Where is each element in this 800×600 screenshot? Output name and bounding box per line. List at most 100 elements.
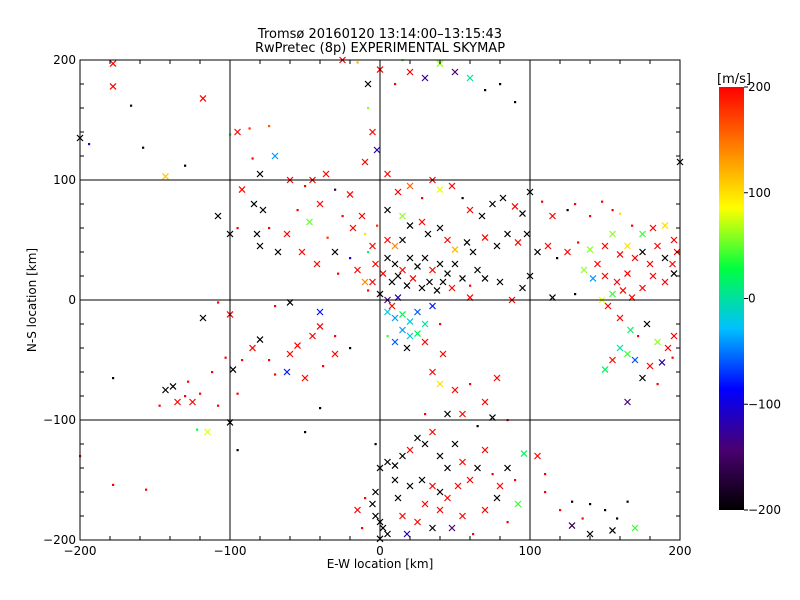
data-point-cross <box>444 236 451 244</box>
data-point-cross <box>256 170 264 178</box>
x-axis-label: E-W location [km] <box>327 557 434 571</box>
data-point-dot <box>491 473 494 476</box>
data-point-dot <box>199 392 202 395</box>
data-point-cross <box>613 278 621 286</box>
data-point-cross <box>444 464 451 472</box>
data-point-cross <box>639 284 646 292</box>
data-point-dot <box>469 284 472 287</box>
data-point-cross <box>204 428 211 436</box>
data-point-cross <box>421 500 429 508</box>
data-point-cross <box>256 336 264 344</box>
data-point-cross <box>619 286 627 294</box>
colorbar-tick-label: 200 <box>748 80 771 94</box>
data-point-cross <box>369 242 376 250</box>
data-point-cross <box>639 230 646 238</box>
data-point-cross <box>399 326 406 334</box>
x-tick-label: −200 <box>64 544 97 558</box>
data-point-cross <box>391 260 399 268</box>
data-point-cross <box>639 374 646 382</box>
data-point-cross <box>406 254 414 262</box>
data-point-cross <box>661 278 669 286</box>
data-point-cross <box>421 440 429 448</box>
data-point-cross <box>429 524 436 532</box>
data-point-cross <box>406 182 414 190</box>
data-point-cross <box>444 270 451 278</box>
data-point-cross <box>609 230 616 238</box>
data-point-cross <box>399 266 406 274</box>
data-point-cross <box>331 248 339 256</box>
data-point-dot <box>577 241 580 244</box>
data-point-cross <box>394 494 402 502</box>
y-tick-label: −100 <box>43 413 76 427</box>
data-point-dot <box>236 449 239 452</box>
chart-title: Tromsø 20160120 13:14:00–13:15:43 <box>257 27 502 42</box>
data-point-cross <box>481 446 489 454</box>
data-point-cross <box>609 526 616 534</box>
data-point-cross <box>520 450 528 458</box>
data-point-dot <box>158 404 161 407</box>
data-point-cross <box>384 458 391 466</box>
data-point-cross <box>286 350 294 358</box>
data-point-cross <box>358 212 366 220</box>
data-point-cross <box>604 302 612 310</box>
data-point-dot <box>268 359 271 362</box>
data-point-cross <box>459 512 466 520</box>
y-tick-label: 0 <box>68 293 76 307</box>
data-point-cross <box>369 128 376 136</box>
data-point-cross <box>253 230 261 238</box>
data-point-dot <box>589 215 592 218</box>
data-point-cross <box>250 200 258 208</box>
data-point-cross <box>489 200 496 208</box>
data-point-cross <box>379 270 387 278</box>
data-point-dot <box>268 227 271 230</box>
data-point-cross <box>271 152 279 160</box>
data-point-cross <box>399 212 406 220</box>
data-point-cross <box>624 398 631 406</box>
data-point-dot <box>626 500 629 503</box>
data-point-cross <box>298 248 306 256</box>
data-point-dot <box>476 425 479 428</box>
data-point-cross <box>354 266 361 274</box>
data-point-cross <box>631 524 639 532</box>
data-point-cross <box>616 344 624 352</box>
data-point-cross <box>609 290 616 298</box>
data-point-cross <box>414 518 421 526</box>
data-point-dot <box>559 509 562 512</box>
data-point-dot <box>341 215 344 218</box>
data-point-cross <box>459 274 466 282</box>
data-point-cross <box>670 236 678 244</box>
data-point-cross <box>589 274 597 282</box>
data-point-dot <box>130 104 133 107</box>
data-point-cross <box>601 272 609 280</box>
data-point-dot <box>566 209 569 212</box>
data-point-cross <box>429 368 436 376</box>
data-point-cross <box>649 272 657 280</box>
data-point-cross <box>274 248 282 256</box>
data-point-cross <box>421 74 429 82</box>
data-point-cross <box>478 212 486 220</box>
data-point-cross <box>354 506 361 514</box>
data-point-cross <box>174 398 181 406</box>
data-point-cross <box>451 68 459 76</box>
data-point-cross <box>109 82 117 90</box>
data-point-cross <box>493 374 501 382</box>
data-point-cross <box>234 128 241 136</box>
data-point-cross <box>466 476 474 484</box>
data-point-cross <box>433 286 441 294</box>
y-axis-label: N-S location [km] <box>25 248 39 352</box>
data-point-cross <box>316 200 324 208</box>
data-point-cross <box>544 242 552 250</box>
data-point-cross <box>384 170 391 178</box>
colorbar-scale <box>719 87 744 510</box>
data-point-dot <box>637 335 640 338</box>
data-point-cross <box>403 344 411 352</box>
data-point-cross <box>523 230 531 238</box>
data-point-dot <box>145 488 148 491</box>
data-point-dot <box>374 443 377 446</box>
data-point-cross <box>459 410 466 418</box>
x-tick-label: 100 <box>519 544 542 558</box>
data-point-dot <box>112 377 115 380</box>
data-point-dot <box>581 517 584 520</box>
data-point-dot <box>251 157 254 160</box>
data-point-dot <box>224 356 227 359</box>
